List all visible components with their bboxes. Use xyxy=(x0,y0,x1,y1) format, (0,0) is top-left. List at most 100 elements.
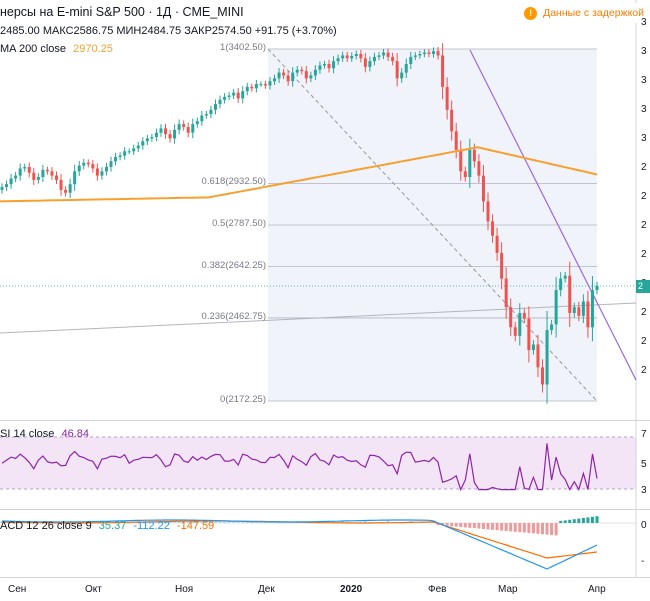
price-axis-label: 2 xyxy=(641,220,647,231)
macd-histogram-bar xyxy=(518,523,522,533)
macd-line xyxy=(1,519,598,570)
down-trend-line xyxy=(469,49,637,381)
macd-histogram-bar xyxy=(513,523,517,532)
candle-body xyxy=(341,55,345,59)
candle-body xyxy=(491,221,495,236)
rsi-axis-label: 5 xyxy=(641,459,647,470)
candle-body xyxy=(291,72,295,82)
candle-body xyxy=(145,138,149,142)
macd-histogram-bar xyxy=(445,523,449,526)
macd-histogram-bar xyxy=(527,523,531,533)
candle-body xyxy=(191,124,195,133)
price-axis-label: 2 xyxy=(641,365,647,376)
macd-histogram-bar xyxy=(477,523,481,529)
candle-body xyxy=(459,149,463,172)
candle-body xyxy=(277,72,281,79)
delayed-data-badge[interactable]: ! Данные с задержкой xyxy=(518,3,650,23)
candle-body xyxy=(377,55,381,57)
macd-histogram-bar xyxy=(232,522,236,523)
candle-body xyxy=(0,187,4,190)
candle-body xyxy=(363,58,367,67)
candle-body xyxy=(14,175,18,179)
candle-body xyxy=(500,252,504,279)
macd-histogram-bar xyxy=(173,522,177,523)
candle-body xyxy=(336,58,340,62)
ma-legend[interactable]: MA 200 close 2970.25 xyxy=(0,42,113,56)
rsi-axis-label: 3 xyxy=(641,485,647,496)
price-axis-label: 2 xyxy=(641,191,647,202)
candle-body xyxy=(27,167,31,173)
candle-body xyxy=(182,124,186,127)
macd-hist-value: 35.37 xyxy=(98,520,127,532)
macd-histogram-bar xyxy=(577,518,581,523)
macd-legend[interactable]: ACD 12 26 close 9 35.37 -112.22 -147.59 xyxy=(0,519,214,533)
candle-body xyxy=(472,149,476,162)
price-axis-label: 3 xyxy=(641,104,647,115)
candle-body xyxy=(441,55,445,87)
candle-body xyxy=(9,178,13,185)
rsi-axis-label: 7 xyxy=(641,429,647,440)
candle-body xyxy=(241,91,245,99)
candle-body xyxy=(91,164,95,169)
time-axis-label: Апр xyxy=(588,584,606,595)
candle-body xyxy=(409,56,413,65)
rsi-band xyxy=(0,437,636,489)
candle-body xyxy=(254,84,258,89)
rsi-chart[interactable] xyxy=(0,421,650,509)
candle-body xyxy=(563,275,567,279)
candle-body xyxy=(322,64,326,66)
candle-body xyxy=(295,69,299,73)
candle-body xyxy=(309,75,313,79)
candle-body xyxy=(127,151,131,153)
candle-body xyxy=(104,167,108,172)
macd-histogram-bar xyxy=(550,523,554,535)
macd-pane[interactable]: ACD 12 26 close 9 35.37 -112.22 -147.59 … xyxy=(0,509,650,578)
macd-histogram-bar xyxy=(227,521,231,523)
macd-histogram-bar xyxy=(545,523,549,535)
candle-body xyxy=(413,55,417,57)
macd-histogram-bar xyxy=(459,523,463,527)
macd-histogram-bar xyxy=(540,523,544,535)
candle-body xyxy=(114,157,118,162)
candle-body xyxy=(195,121,199,125)
candle-body xyxy=(436,51,440,56)
candle-body xyxy=(209,109,213,115)
fib-level-label: 0.236(2462.75) xyxy=(201,310,266,322)
macd-histogram-bar xyxy=(168,522,172,523)
macd-axis-label: 0 xyxy=(641,520,647,531)
candle-body xyxy=(300,69,304,72)
candle-body xyxy=(213,104,217,110)
candle-body xyxy=(168,134,172,139)
macd-chart[interactable] xyxy=(0,510,650,578)
time-axis-label: Дек xyxy=(258,584,275,595)
trend-line-grey xyxy=(0,302,637,334)
candle-body xyxy=(495,235,499,253)
candle-body xyxy=(32,172,36,180)
macd-histogram-bar xyxy=(481,523,485,529)
candle-body xyxy=(200,115,204,122)
macd-histogram-bar xyxy=(386,521,390,523)
macd-histogram-bar xyxy=(536,523,540,534)
macd-histogram-bar xyxy=(236,522,240,523)
candle-body xyxy=(227,95,231,97)
delayed-data-label: Данные с задержкой xyxy=(543,7,644,19)
candle-body xyxy=(586,301,590,328)
macd-histogram-bar xyxy=(254,522,258,523)
time-axis[interactable]: Сен Окт Ноя Дек 2020 Фев Мар Апр xyxy=(0,577,650,601)
candle-body xyxy=(527,318,531,351)
candle-body xyxy=(164,128,168,135)
time-axis-label: Ноя xyxy=(175,584,194,595)
rsi-legend[interactable]: SI 14 close 46.84 xyxy=(0,427,89,441)
price-axis-label: 2 xyxy=(641,249,647,260)
candle-body xyxy=(595,285,599,291)
price-axis-label: 3 xyxy=(641,46,647,57)
candle-body xyxy=(359,54,363,59)
price-chart[interactable] xyxy=(0,0,650,420)
candle-body xyxy=(536,344,540,368)
price-chart-pane[interactable]: нерсы на E-mini S&P 500 · 1Д · CME_MINI … xyxy=(0,0,650,420)
candle-body xyxy=(41,169,45,178)
candle-body xyxy=(545,330,549,385)
rsi-pane[interactable]: SI 14 close 46.84 7 5 3 xyxy=(0,420,650,509)
candle-body xyxy=(136,145,140,149)
candle-body xyxy=(50,171,54,176)
